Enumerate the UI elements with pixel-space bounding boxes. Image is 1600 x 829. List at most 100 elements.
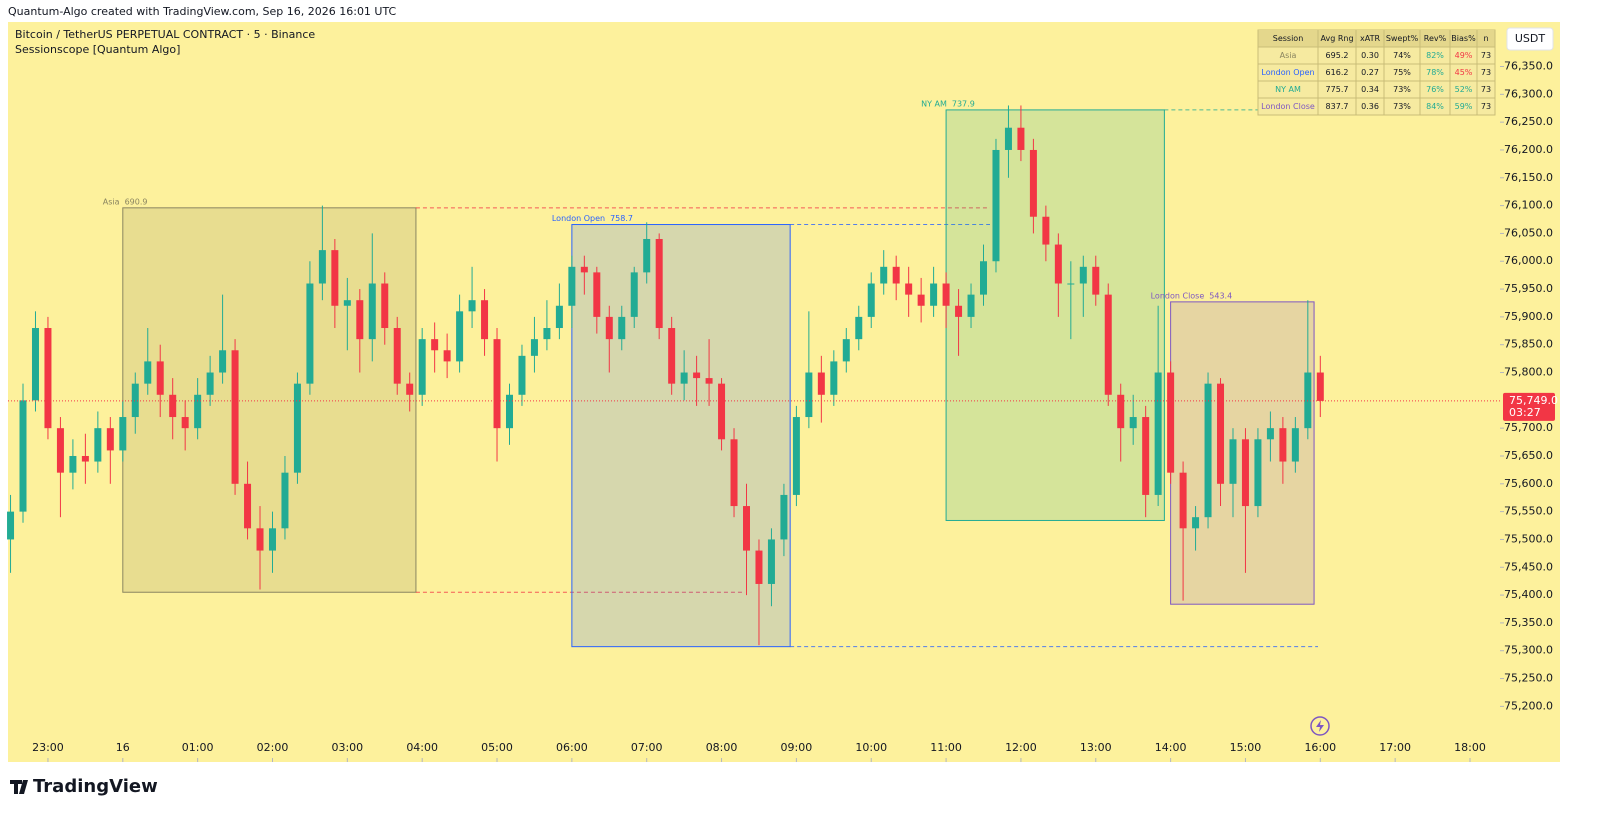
- candle-body: [1266, 428, 1274, 440]
- table-cell: 45%: [1455, 68, 1473, 77]
- table-cell: 82%: [1426, 51, 1444, 60]
- x-tick-label: 17:00: [1379, 741, 1411, 754]
- candle-body: [1179, 472, 1187, 529]
- y-tick-label: 75,300.0: [1504, 644, 1553, 657]
- session-name: NY AM: [921, 99, 947, 108]
- session-range: 737.9: [952, 99, 975, 108]
- candle-body: [169, 394, 177, 418]
- y-tick-label: 76,250.0: [1504, 115, 1553, 128]
- candle-body: [31, 328, 39, 401]
- candle-body: [106, 428, 114, 451]
- y-tick-label: 75,600.0: [1504, 477, 1553, 490]
- candle-body: [805, 372, 813, 418]
- candle-body: [668, 328, 676, 384]
- candle-body: [1104, 294, 1112, 395]
- candle-body: [306, 283, 314, 384]
- candle-body: [194, 394, 202, 429]
- session-name: London Open: [552, 214, 605, 223]
- candle-body: [406, 383, 414, 395]
- attribution: Quantum-Algo created with TradingView.co…: [8, 5, 397, 18]
- candle-body: [81, 455, 89, 462]
- candle-body: [331, 250, 339, 306]
- candle-body: [343, 300, 351, 306]
- candle-body: [1117, 394, 1125, 429]
- table-header-cell: n: [1483, 34, 1488, 43]
- x-tick-label: 18:00: [1454, 741, 1486, 754]
- table-cell: 49%: [1455, 51, 1473, 60]
- candle-body: [1217, 383, 1225, 484]
- candle-body: [967, 294, 975, 317]
- candle-body: [1279, 428, 1287, 462]
- stats-table: Session Avg Rng xATR Swept% Rev% Bias% n Asia 69…: [1257, 29, 1496, 116]
- table-cell: 837.7: [1326, 102, 1349, 111]
- last-price-label: 75,749.0: [1509, 394, 1558, 407]
- candle-body: [256, 528, 264, 551]
- candle-body: [19, 400, 27, 512]
- candle-body: [1241, 439, 1249, 507]
- candle-body: [780, 494, 788, 540]
- table-cell: 73: [1481, 68, 1491, 77]
- table-header-cell: Avg Rng: [1320, 34, 1353, 43]
- table-cell: 616.2: [1326, 68, 1349, 77]
- last-price-box: [1503, 392, 1555, 421]
- candle-body: [244, 483, 252, 529]
- candle-body: [543, 328, 551, 340]
- candle-body: [1192, 517, 1200, 529]
- table-cell: Asia: [1280, 51, 1297, 60]
- x-tick-label: 06:00: [556, 741, 588, 754]
- candle-body: [281, 472, 289, 529]
- x-tick-label: 09:00: [781, 741, 813, 754]
- x-tick-label: 10:00: [855, 741, 887, 754]
- candle-body: [555, 305, 563, 329]
- x-tick-label: 08:00: [706, 741, 738, 754]
- candle-body: [942, 283, 950, 306]
- candle-body: [1229, 439, 1237, 484]
- alert-bolt: [1316, 720, 1324, 732]
- candle-body: [930, 283, 938, 306]
- candle-body: [219, 350, 227, 373]
- y-tick-label: 75,400.0: [1504, 588, 1553, 601]
- candle-body: [730, 439, 738, 507]
- candle-body: [418, 339, 426, 395]
- candle-body: [867, 283, 875, 317]
- candle-body: [7, 511, 15, 540]
- candle-body: [605, 316, 613, 340]
- candle-body: [1254, 439, 1262, 507]
- table-cell: 775.7: [1326, 85, 1349, 94]
- table-cell: 74%: [1393, 51, 1411, 60]
- table-header-cell: Bias%: [1451, 34, 1476, 43]
- y-tick-label: 76,350.0: [1504, 60, 1553, 73]
- candle-body: [1304, 372, 1312, 429]
- x-tick-label: 03:00: [331, 741, 363, 754]
- candle-body: [892, 266, 900, 284]
- table-cell: 0.27: [1361, 68, 1379, 77]
- candle-body: [568, 266, 576, 306]
- currency[interactable]: USDT: [1515, 32, 1546, 45]
- candle-body: [693, 372, 701, 379]
- x-tick-label: 05:00: [481, 741, 513, 754]
- currency-box[interactable]: [1506, 27, 1554, 51]
- candle-body: [655, 238, 663, 329]
- candle-body: [593, 272, 601, 317]
- x-tick-label: 01:00: [182, 741, 214, 754]
- y-tick-label: 75,900.0: [1504, 310, 1553, 323]
- candle-body: [456, 311, 464, 362]
- alert-icon[interactable]: [1310, 716, 1330, 736]
- x-tick-label: 07:00: [631, 741, 663, 754]
- session-name: London Close: [1151, 291, 1205, 300]
- y-tick-label: 76,150.0: [1504, 171, 1553, 184]
- y-tick-label: 75,800.0: [1504, 366, 1553, 379]
- x-tick-label: 02:00: [257, 741, 289, 754]
- candle-body: [1316, 372, 1324, 401]
- candle-body: [493, 339, 501, 429]
- candle-body: [131, 383, 139, 418]
- table-header-cell: Session: [1273, 34, 1304, 43]
- y-tick-label: 75,850.0: [1504, 338, 1553, 351]
- candle-body: [580, 266, 588, 273]
- candle-body: [755, 550, 763, 584]
- table-cell: 75%: [1393, 68, 1411, 77]
- candle-body: [181, 417, 189, 429]
- y-tick-label: 76,050.0: [1504, 226, 1553, 239]
- indicator-name: Sessionscope [Quantum Algo]: [15, 43, 180, 56]
